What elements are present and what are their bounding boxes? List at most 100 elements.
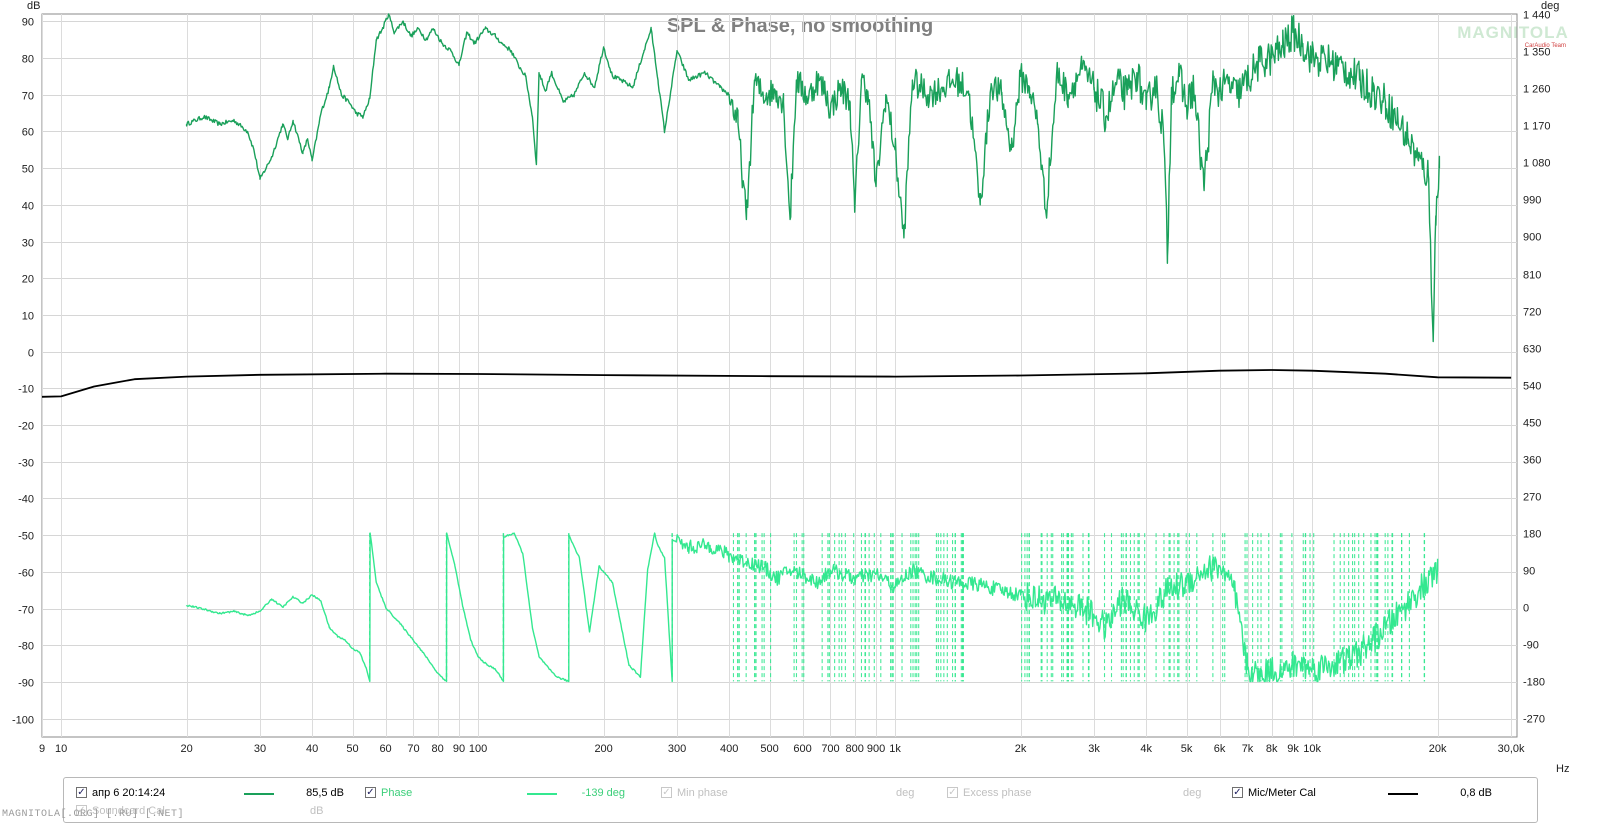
x-tick-label: 400 (720, 743, 738, 755)
chart-title: SPL & Phase, no smoothing (667, 15, 933, 37)
x-tick-label: 60 (379, 743, 391, 755)
x-tick-label: 6k (1214, 743, 1226, 755)
x-tick-label: 9 (39, 743, 45, 755)
legend-item-excess-phase[interactable]: ✓ Excess phase deg (947, 785, 1247, 801)
y-left-tick-label: -10 (18, 384, 34, 396)
legend-value-excess-phase: deg (1183, 787, 1202, 799)
x-tick-label: 40 (306, 743, 318, 755)
x-tick-label: 90 (453, 743, 465, 755)
x-tick-label: 80 (432, 743, 444, 755)
y-right-tick-label: -270 (1523, 714, 1545, 726)
legend-item-phase[interactable]: ✓ Phase -139 deg (365, 785, 665, 801)
y-right-tick-label: 630 (1523, 344, 1541, 356)
series-layer (41, 13, 1512, 683)
x-tick-label: 10k (1303, 743, 1321, 755)
x-tick-label: 8k (1266, 743, 1278, 755)
x-tick-label: 70 (407, 743, 419, 755)
logo-subtext: CarAudio Team (1525, 43, 1566, 49)
y-left-tick-label: -70 (18, 605, 34, 617)
x-tick-label: 20k (1429, 743, 1447, 755)
watermark: MAGNITOLA[.ORG] [.RU] [.NET] (2, 809, 185, 820)
x-tick-label: 3k (1088, 743, 1100, 755)
y-left-tick-label: 60 (22, 127, 34, 139)
x-tick-label: 50 (346, 743, 358, 755)
y-left-tick-label: -100 (12, 715, 34, 727)
legend-value-mic-cal: 0,8 dB (1460, 787, 1492, 799)
x-tick-label: 7k (1242, 743, 1254, 755)
legend-checkbox-soundcard-cal[interactable]: ✓ (76, 805, 87, 816)
legend-swatch-mic-cal (1388, 793, 1418, 795)
y-right-tick-label: 90 (1523, 566, 1535, 578)
y-left-tick-label: -40 (18, 494, 34, 506)
legend-checkbox-excess-phase[interactable]: ✓ (947, 787, 958, 798)
y-right-tick-label: 900 (1523, 232, 1541, 244)
y-right-tick-label: 540 (1523, 381, 1541, 393)
x-tick-label: 20 (180, 743, 192, 755)
y-right-tick-label: 720 (1523, 307, 1541, 319)
y-right-tick-label: 180 (1523, 529, 1541, 541)
series-line-spl (185, 13, 1441, 343)
legend-label-phase: Phase (381, 787, 413, 799)
x-tick-label: 30 (254, 743, 266, 755)
legend-value-min-phase: deg (896, 787, 915, 799)
x-tick-label: 200 (594, 743, 612, 755)
legend-label-measurement: апр 6 20:14:24 (92, 787, 166, 799)
logo: MAGNITOLA CarAudio Team (1457, 23, 1569, 49)
legend-checkbox-measurement[interactable]: ✓ (76, 787, 87, 798)
y-left-tick-label: -30 (18, 458, 34, 470)
y-right-tick-label: 1 350 (1523, 47, 1551, 59)
x-unit: Hz (1556, 763, 1569, 775)
grid (41, 13, 1518, 738)
legend-label-min-phase: Min phase (677, 787, 728, 799)
y-left-tick-label: -60 (18, 568, 34, 580)
series-line-phase (185, 532, 1439, 683)
y-left-tick-label: 50 (22, 164, 34, 176)
x-tick-label: 1k (889, 743, 901, 755)
y-left-tick-label: -20 (18, 421, 34, 433)
x-tick-label: 4k (1140, 743, 1152, 755)
y-left-tick-label: -80 (18, 641, 34, 653)
y-left-tick-label: 30 (22, 238, 34, 250)
y-left-tick-label: 90 (22, 17, 34, 29)
logo-text: MAGNITOLA (1457, 23, 1569, 42)
legend-checkbox-phase[interactable]: ✓ (365, 787, 376, 798)
legend-checkbox-min-phase[interactable]: ✓ (661, 787, 672, 798)
legend-panel: ✓ апр 6 20:14:24 85,5 dB ✓ Phase -139 de… (63, 777, 1538, 823)
y-left-tick-label: 10 (22, 311, 34, 323)
y-right-unit: deg (1541, 0, 1559, 12)
legend-item-mic-cal[interactable]: ✓ Mic/Meter Cal 0,8 dB (1232, 785, 1532, 801)
legend-item-measurement[interactable]: ✓ апр 6 20:14:24 85,5 dB (76, 785, 376, 801)
legend-value-measurement: 85,5 dB (306, 787, 344, 799)
legend-label-mic-cal: Mic/Meter Cal (1248, 787, 1316, 799)
legend-checkbox-mic-cal[interactable]: ✓ (1232, 787, 1243, 798)
y-left-tick-label: 70 (22, 91, 34, 103)
y-right-tick-label: 990 (1523, 195, 1541, 207)
legend-swatch-phase (527, 793, 557, 795)
legend-item-soundcard-cal[interactable]: ✓ Soundcard Cal dB (76, 803, 376, 819)
legend-label-soundcard-cal: Soundcard Cal (92, 805, 165, 817)
x-tick-label: 900 (867, 743, 885, 755)
y-left-tick-label: 0 (28, 348, 34, 360)
x-tick-label: 100 (469, 743, 487, 755)
legend-value-soundcard-cal: dB (310, 805, 324, 817)
y-right-tick-label: -180 (1523, 677, 1545, 689)
y-left-tick-label: 40 (22, 201, 34, 213)
y-right-tick-label: 270 (1523, 492, 1541, 504)
y-left-tick-label: 80 (22, 54, 34, 66)
x-tick-label: 2k (1015, 743, 1027, 755)
x-tick-label: 600 (793, 743, 811, 755)
x-tick-label: 5k (1181, 743, 1193, 755)
y-left-tick-label: 20 (22, 274, 34, 286)
x-tick-label: 800 (846, 743, 864, 755)
y-right-tick-label: 450 (1523, 418, 1541, 430)
x-tick-label: 9k (1287, 743, 1299, 755)
y-right-tick-label: -90 (1523, 640, 1539, 652)
y-left-tick-label: -50 (18, 531, 34, 543)
x-tick-label: 30,0k (1498, 743, 1525, 755)
legend-swatch-measurement (244, 793, 274, 795)
y-right-tick-label: 1 170 (1523, 121, 1551, 133)
y-right-tick-label: 0 (1523, 603, 1529, 615)
legend-item-min-phase[interactable]: ✓ Min phase deg (661, 785, 961, 801)
x-tick-label: 700 (821, 743, 839, 755)
